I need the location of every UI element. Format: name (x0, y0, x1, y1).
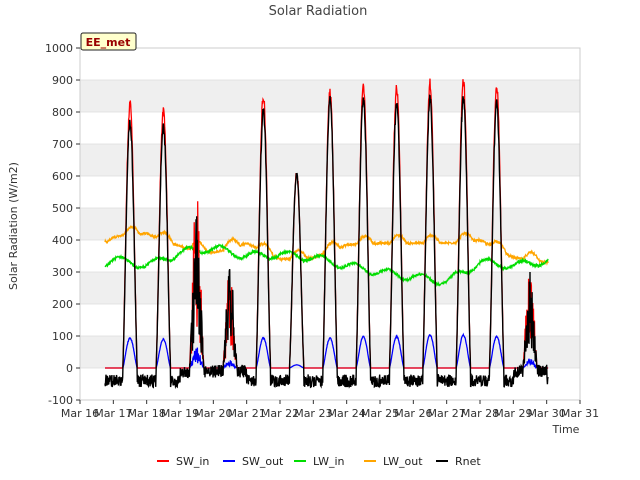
x-tick-label: Mar 24 (328, 407, 366, 420)
series-layer (104, 78, 549, 390)
plot-area-frame (79, 47, 581, 401)
grid-band (80, 208, 580, 240)
grid-band (80, 144, 580, 176)
site-label-badge: EE_met (80, 32, 137, 51)
y-tick-label: 300 (52, 266, 73, 279)
x-tick-label: Mar 18 (128, 407, 166, 420)
grid-band (80, 336, 580, 368)
y-tick-label: 900 (52, 74, 73, 87)
y-tick-label: 800 (52, 106, 73, 119)
x-tick-label: Mar 26 (394, 407, 432, 420)
y-tick-label: 700 (52, 138, 73, 151)
y-tick-label: 400 (52, 234, 73, 247)
x-tick-label: Mar 17 (94, 407, 132, 420)
x-tick-label: Mar 27 (428, 407, 466, 420)
chart-title: Solar Radiation (269, 4, 368, 19)
legend-label-sw-in: SW_in (176, 455, 209, 468)
x-tick-label: Mar 25 (361, 407, 399, 420)
legend-label-rnet: Rnet (455, 455, 481, 468)
y-tick-label: 100 (52, 330, 73, 343)
series-line-lw-out (104, 224, 549, 266)
x-tick-label: Mar 20 (194, 407, 232, 420)
y-tick-label: 0 (66, 362, 73, 375)
grid-bands (80, 80, 580, 368)
site-label: EE_met (86, 36, 131, 49)
x-tick-label: Mar 30 (528, 407, 566, 420)
x-tick-label: Mar 22 (261, 407, 299, 420)
site-label-box (80, 32, 137, 51)
x-tick-label: Mar 31 (561, 407, 599, 420)
x-tick-label: Mar 16 (61, 407, 99, 420)
series-line-lw-in (104, 243, 549, 288)
y-axis-ticks: -100 0 100 200 300 400 500 600 700 800 900 1000 (45, 42, 80, 407)
y-tick-label: 200 (52, 298, 73, 311)
x-tick-label: Mar 29 (494, 407, 532, 420)
y-axis-label: Solar Radiation (W/m2) (7, 162, 20, 290)
legend-label-lw-in: LW_in (313, 455, 345, 468)
legend-label-sw-out: SW_out (242, 455, 284, 468)
x-tick-label: Mar 23 (294, 407, 332, 420)
legend: SW_in SW_out LW_in LW_out Rnet (157, 455, 481, 468)
y-tick-label: 1000 (45, 42, 73, 55)
series-line-rnet (104, 94, 549, 390)
x-tick-label: Mar 19 (161, 407, 199, 420)
y-tick-label: 500 (52, 202, 73, 215)
legend-label-lw-out: LW_out (383, 455, 423, 468)
x-tick-label: Mar 21 (228, 407, 266, 420)
y-tick-label: 600 (52, 170, 73, 183)
grid-band (80, 272, 580, 304)
x-tick-label: Mar 28 (461, 407, 499, 420)
x-axis-label: Time (552, 423, 580, 436)
y-tick-label: -100 (48, 394, 73, 407)
